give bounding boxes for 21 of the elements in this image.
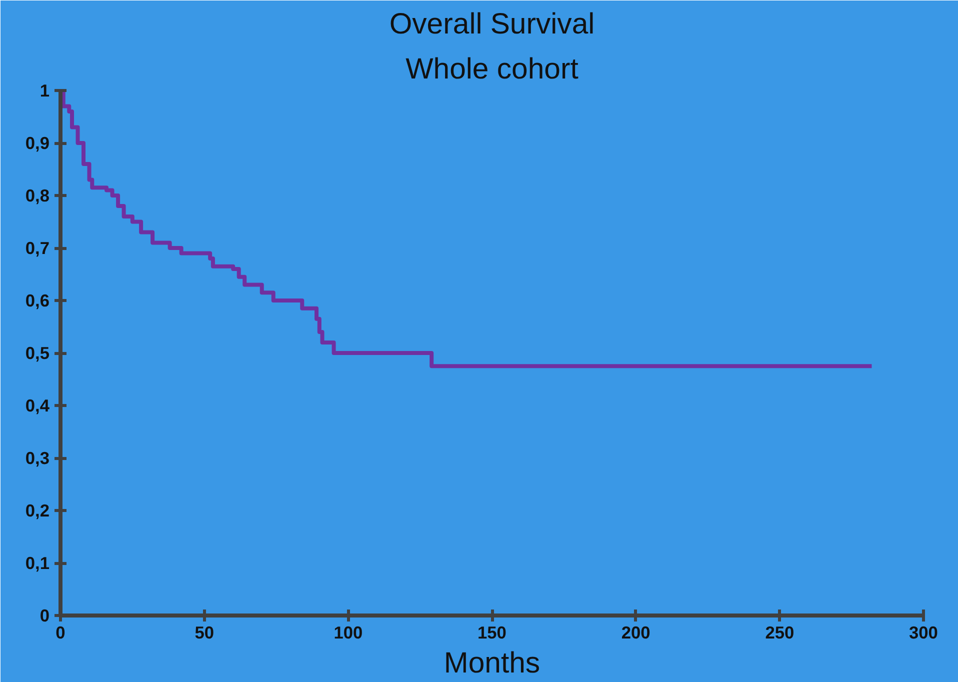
x-tick-label: 200 <box>621 622 650 642</box>
y-tick-label: 0 <box>40 606 50 626</box>
x-tick-label: 250 <box>765 622 794 642</box>
x-tick-label: 0 <box>56 622 66 642</box>
y-tick-label: 0,6 <box>25 290 50 310</box>
y-tick-label: 0,5 <box>25 343 50 363</box>
x-tick-label: 50 <box>194 622 214 642</box>
y-tick-label: 0,4 <box>25 396 50 416</box>
x-tick-label: 300 <box>909 622 938 642</box>
chart-subtitle: Whole cohort <box>406 52 578 86</box>
x-tick-label: 150 <box>478 622 506 642</box>
y-tick-label: 1 <box>40 80 50 100</box>
chart-title: Overall Survival <box>389 8 595 40</box>
y-tick-label: 0,3 <box>25 448 50 468</box>
y-tick-label: 0,2 <box>25 500 50 520</box>
x-tick-label: 100 <box>334 622 363 642</box>
y-tick-label: 0,8 <box>25 186 50 206</box>
x-axis-title: Months <box>444 646 540 680</box>
y-tick-label: 0,1 <box>25 553 50 573</box>
y-tick-label: 0,9 <box>25 133 50 153</box>
y-tick-label: 0,7 <box>25 238 50 258</box>
